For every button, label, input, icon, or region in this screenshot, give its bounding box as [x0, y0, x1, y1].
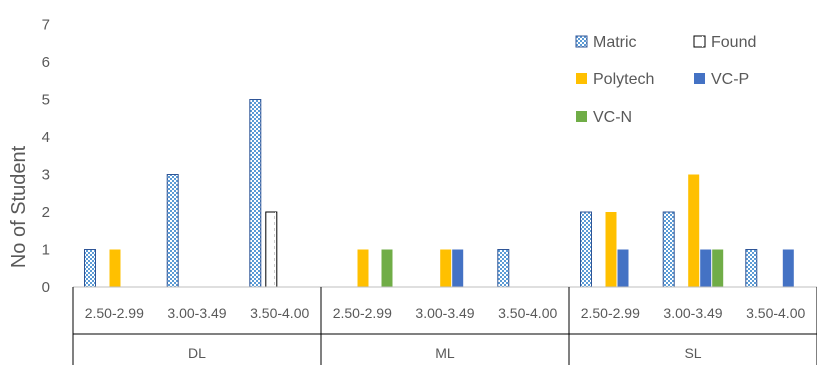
y-tick-label: 7 [42, 17, 50, 34]
group-label: DL [188, 345, 206, 361]
bar-polytech [357, 249, 369, 287]
legend-item-polytech: Polytech [576, 71, 654, 88]
bar-vc-n [381, 249, 393, 287]
bar-vc-p [782, 249, 794, 287]
x-tick-label: 3.50-4.00 [250, 305, 309, 321]
legend-label: VC-N [593, 109, 632, 126]
bar-matric [745, 249, 758, 288]
bar-polytech [605, 212, 617, 287]
legend-label: VC-P [711, 71, 749, 88]
bar-matric [497, 249, 510, 288]
legend-item-vc-p: VC-P [694, 71, 749, 88]
group-label: SL [684, 345, 701, 361]
bar-matric [249, 99, 262, 288]
x-tick-label: 3.50-4.00 [498, 305, 557, 321]
bar-matric [580, 211, 592, 288]
legend-label: Polytech [593, 71, 654, 88]
x-tick-label: 2.50-2.99 [333, 305, 392, 321]
bar-found-dash [274, 212, 276, 287]
legend: Matric Found Polytech VC-P VC-N [575, 34, 756, 126]
y-tick-label: 4 [42, 129, 50, 146]
bar-polytech [688, 174, 700, 287]
y-tick-label: 6 [42, 54, 50, 71]
group-label: ML [435, 345, 455, 361]
x-tick-label: 3.00-3.49 [167, 305, 226, 321]
x-tick-label: 2.50-2.99 [85, 305, 144, 321]
legend-label: Matric [593, 34, 637, 51]
x-tick-label: 3.50-4.00 [746, 305, 805, 321]
y-tick-label: 5 [42, 92, 50, 109]
legend-swatch [575, 35, 588, 48]
bar-polytech [440, 249, 452, 287]
bar-vc-p [452, 249, 464, 287]
legend-item-matric: Matric [575, 34, 637, 51]
legend-item-vc-n: VC-N [576, 109, 632, 126]
y-tick-label: 0 [42, 279, 50, 296]
y-tick-label: 3 [42, 167, 50, 184]
legend-swatch [694, 73, 705, 84]
y-tick-label: 2 [42, 204, 50, 221]
bar-vc-p [700, 249, 712, 287]
plot-area: 0 1 2 3 4 5 6 7 2.50-2.99 3.00-3.49 3.50-4.00 2.50-… [42, 17, 817, 365]
bar-vc-p [617, 249, 629, 287]
x-tick-label: 3.00-3.49 [663, 305, 722, 321]
legend-swatch [576, 111, 587, 122]
x-tick-label: 3.00-3.49 [415, 305, 474, 321]
y-axis-label: No of Student [8, 145, 30, 268]
bar-vc-n [712, 249, 724, 287]
bar-matric [166, 174, 179, 288]
x-tick-label: 2.50-2.99 [581, 305, 640, 321]
legend-swatch [576, 73, 587, 84]
bar-polytech [109, 249, 121, 287]
legend-swatch-dash [702, 36, 703, 47]
y-tick-label: 1 [42, 242, 50, 259]
legend-label: Found [711, 34, 756, 51]
bar-matric [662, 211, 675, 288]
legend-item-found: Found [693, 34, 756, 51]
legend-swatch [693, 35, 706, 48]
bar-matric [84, 249, 96, 288]
